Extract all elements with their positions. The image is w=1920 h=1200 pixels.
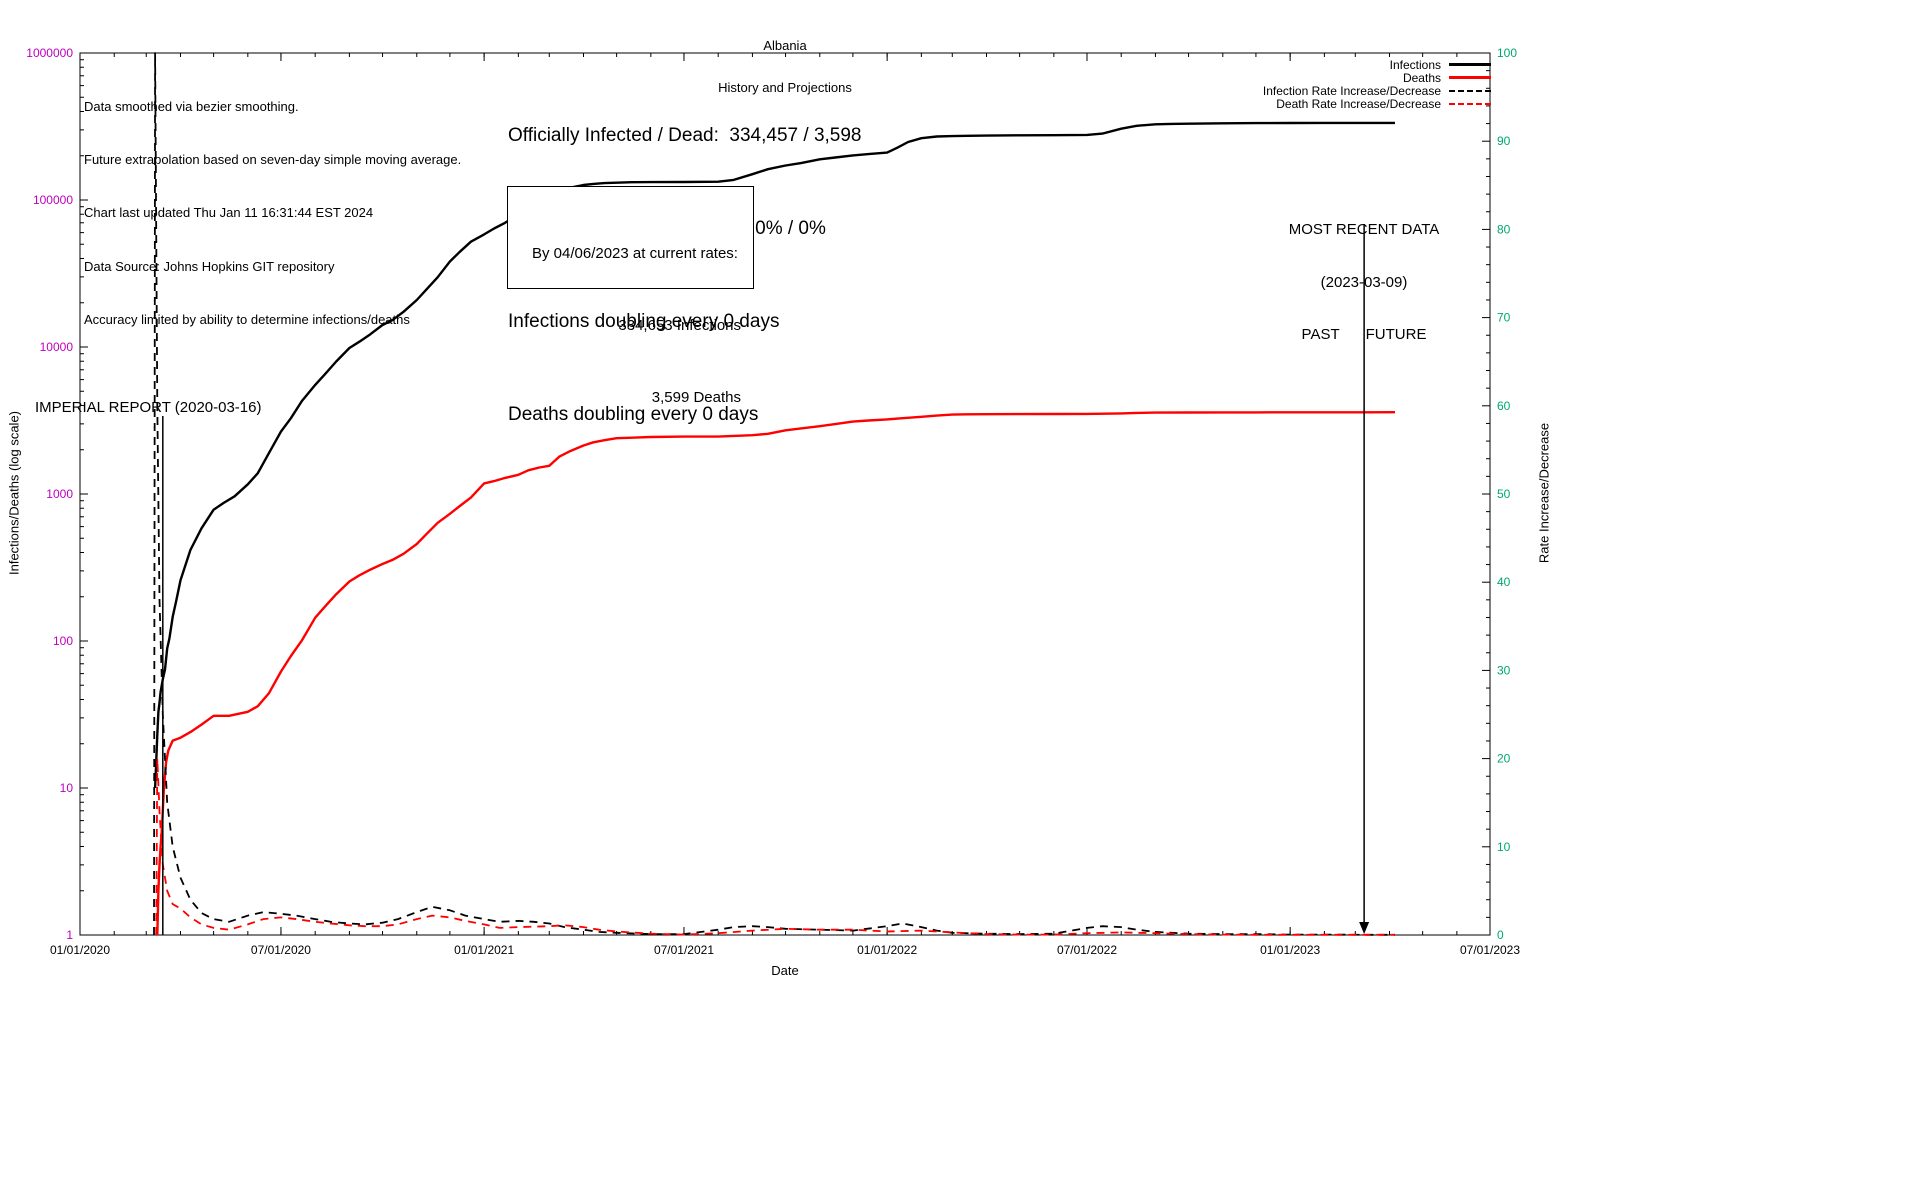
y-right-tick-label: 20: [1497, 752, 1511, 766]
y-left-tick-label: 1: [66, 928, 73, 942]
x-tick-label: 07/01/2023: [1460, 943, 1520, 957]
y-right-tick-label: 40: [1497, 575, 1511, 589]
x-tick-label: 01/01/2021: [454, 943, 514, 957]
y-right-tick-label: 80: [1497, 222, 1511, 236]
y-right-tick-label: 90: [1497, 134, 1511, 148]
future-label: FUTURE: [1365, 326, 1427, 343]
most-recent-title: MOST RECENT DATA: [1288, 221, 1440, 238]
projection-box: By 04/06/2023 at current rates: 334,653 …: [507, 186, 754, 406]
x-tick-label: 01/01/2023: [1260, 943, 1320, 957]
y-right-axis-title: Rate Increase/Decrease: [1536, 422, 1552, 564]
imperial-report-label: IMPERIAL REPORT (2020-03-16): [35, 399, 262, 416]
legend-line-sample: [1449, 76, 1491, 79]
legend-label: Infections: [1389, 57, 1441, 72]
most-recent-arrow-head: [1359, 922, 1370, 934]
stat-infection-doubling: Infections doubling every 0 days: [508, 311, 780, 332]
y-left-axis-title: Infections/Deaths (log scale): [6, 410, 22, 576]
note-accuracy: Accuracy limited by ability to determine…: [84, 312, 410, 328]
y-right-tick-label: 60: [1497, 399, 1511, 413]
y-left-tick-label: 10000: [40, 340, 74, 354]
legend-item-infection-rate-increase-decrease: Infection Rate Increase/Decrease: [1262, 83, 1491, 98]
note-data-source: Data Source: Johns Hopkins GIT repositor…: [84, 258, 335, 274]
x-tick-label: 01/01/2020: [50, 943, 110, 957]
title-country: Albania: [763, 38, 807, 53]
legend-item-deaths: Deaths: [1402, 70, 1491, 85]
x-axis-title: Date: [771, 963, 799, 978]
y-left-tick-label: 10: [60, 781, 74, 795]
y-right-tick-label: 0: [1497, 928, 1504, 942]
x-tick-label: 07/01/2021: [654, 943, 714, 957]
y-left-tick-label: 1000: [46, 487, 73, 501]
legend-label: Infection Rate Increase/Decrease: [1262, 83, 1441, 98]
y-right-tick-label: 100: [1497, 46, 1517, 60]
series-infection-rate-increase-decrease: [153, 52, 1395, 936]
legend-item-infections: Infections: [1389, 57, 1491, 72]
x-tick-label: 07/01/2020: [251, 943, 311, 957]
most-recent-block: MOST RECENT DATA (2023-03-09) PAST FUTUR…: [1264, 186, 1464, 361]
past-label: PAST: [1301, 326, 1340, 343]
note-last-updated: Chart last updated Thu Jan 11 16:31:44 E…: [84, 205, 374, 221]
chart-title: Albania History and Projections: [80, 11, 1490, 109]
x-tick-label: 01/01/2022: [857, 943, 917, 957]
y-right-tick-label: 30: [1497, 663, 1511, 677]
most-recent-date: (2023-03-09): [1320, 273, 1408, 291]
y-right-tick-label: 50: [1497, 487, 1511, 501]
projection-heading: By 04/06/2023 at current rates:: [532, 245, 738, 262]
stat-official-totals: Officially Infected / Dead: 334,457 / 3,…: [508, 125, 862, 146]
projection-infections: 334,653 Infections: [618, 317, 741, 334]
y-left-tick-label: 100: [53, 634, 73, 648]
projection-deaths: 3,599 Deaths: [651, 389, 741, 406]
legend: Infections Deaths Infection Rate Increase/…: [1262, 57, 1491, 111]
y-right-tick-label: 70: [1497, 311, 1511, 325]
legend-label: Death Rate Increase/Decrease: [1276, 96, 1441, 111]
legend-item-death-rate-increase-decrease: Death Rate Increase/Decrease: [1276, 96, 1491, 111]
title-subtitle: History and Projections: [718, 80, 852, 95]
notes-block: Data smoothed via bezier smoothing. Futu…: [84, 62, 461, 347]
y-left-tick-label: 100000: [33, 193, 73, 207]
y-left-tick-label: 1000000: [26, 46, 73, 60]
past-future-labels: PAST FUTURE: [1264, 326, 1464, 344]
series-death-rate-increase-decrease: [155, 757, 1395, 936]
x-tick-label: 07/01/2022: [1057, 943, 1117, 957]
note-extrapolation: Future extrapolation based on seven-day …: [84, 151, 462, 167]
y-right-tick-label: 10: [1497, 840, 1511, 854]
stat-death-doubling: Deaths doubling every 0 days: [508, 404, 759, 425]
note-smoothing: Data smoothed via bezier smoothing.: [84, 98, 299, 114]
legend-line-sample: [1449, 63, 1491, 66]
legend-line-sample: [1449, 89, 1491, 92]
legend-line-sample: [1449, 102, 1491, 105]
series-deaths: [156, 411, 1396, 936]
legend-label: Deaths: [1402, 70, 1441, 85]
